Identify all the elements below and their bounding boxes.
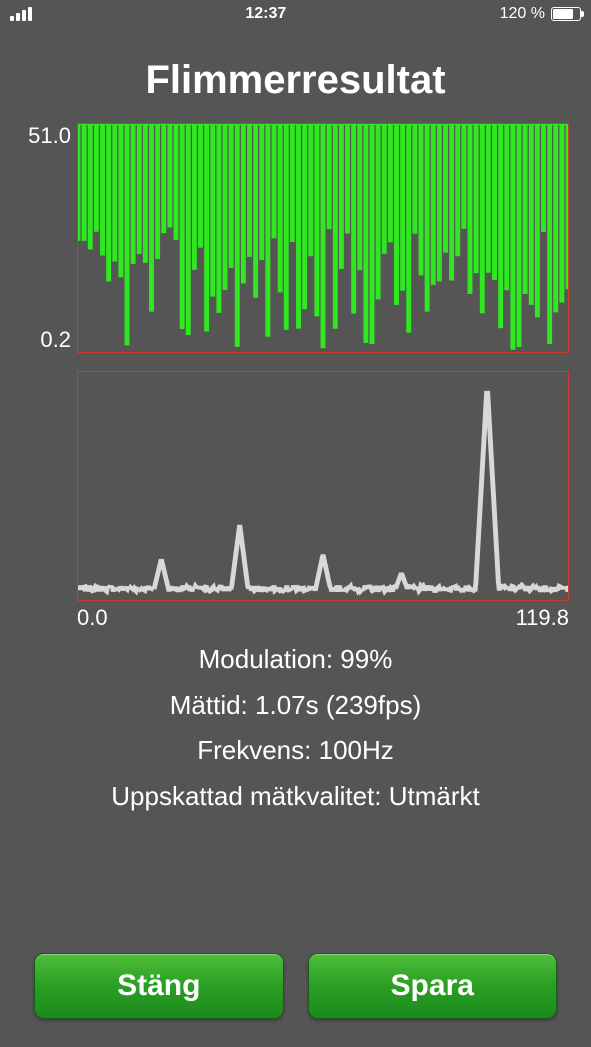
metric-kvalitet-value: Utmärkt xyxy=(389,781,480,811)
metric-mattid-value: 1.07s (239fps) xyxy=(255,690,421,720)
status-bar: 12:37 120 % xyxy=(0,0,591,28)
freq-chart xyxy=(22,371,569,601)
save-button[interactable]: Spara xyxy=(308,953,558,1019)
time-chart-plot xyxy=(77,123,569,353)
metric-modulation-label: Modulation: xyxy=(199,644,333,674)
signal-icon xyxy=(10,7,32,21)
freq-chart-xaxis: 0.0 119.8 xyxy=(77,605,569,631)
time-chart: 51.0 0.2 xyxy=(22,123,569,353)
metric-frekvens: Frekvens: 100Hz xyxy=(0,728,591,774)
metrics: Modulation: 99% Mättid: 1.07s (239fps) F… xyxy=(0,637,591,819)
status-left xyxy=(10,7,32,21)
status-right: 120 % xyxy=(500,5,581,23)
metric-modulation: Modulation: 99% xyxy=(0,637,591,683)
metric-kvalitet-label: Uppskattad mätkvalitet: xyxy=(111,781,381,811)
battery-percent: 120 % xyxy=(500,5,545,23)
freq-chart-xmax: 119.8 xyxy=(516,605,569,631)
metric-kvalitet: Uppskattad mätkvalitet: Utmärkt xyxy=(0,774,591,820)
time-chart-ymax: 51.0 xyxy=(22,123,71,149)
metric-mattid: Mättid: 1.07s (239fps) xyxy=(0,683,591,729)
charts-container: 51.0 0.2 0.0 119.8 xyxy=(22,123,569,631)
metric-frekvens-value: 100Hz xyxy=(319,735,394,765)
time-chart-yaxis: 51.0 0.2 xyxy=(22,123,77,353)
close-button[interactable]: Stäng xyxy=(34,953,284,1019)
freq-chart-xmin: 0.0 xyxy=(77,605,108,631)
metric-modulation-value: 99% xyxy=(340,644,392,674)
time-chart-ymin: 0.2 xyxy=(22,327,71,353)
button-row: Stäng Spara xyxy=(0,953,591,1019)
battery-icon xyxy=(551,7,581,21)
metric-frekvens-label: Frekvens: xyxy=(197,735,311,765)
metric-mattid-label: Mättid: xyxy=(170,690,248,720)
freq-chart-plot xyxy=(77,371,569,601)
status-time: 12:37 xyxy=(245,5,286,23)
freq-chart-yaxis xyxy=(22,371,77,601)
page-title: Flimmerresultat xyxy=(0,58,591,103)
